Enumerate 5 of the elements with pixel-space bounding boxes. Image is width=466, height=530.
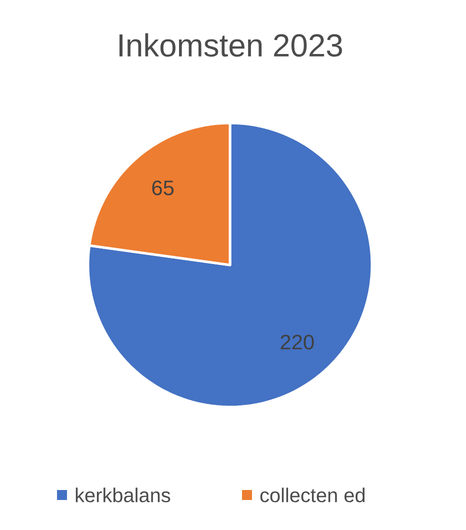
data-label: 65 [152, 180, 174, 196]
legend-label: collecten ed [260, 488, 365, 502]
data-label: 220 [280, 334, 314, 350]
legend-label: kerkbalans [76, 488, 170, 502]
chart-title: Inkomsten 2023 [120, 33, 342, 57]
